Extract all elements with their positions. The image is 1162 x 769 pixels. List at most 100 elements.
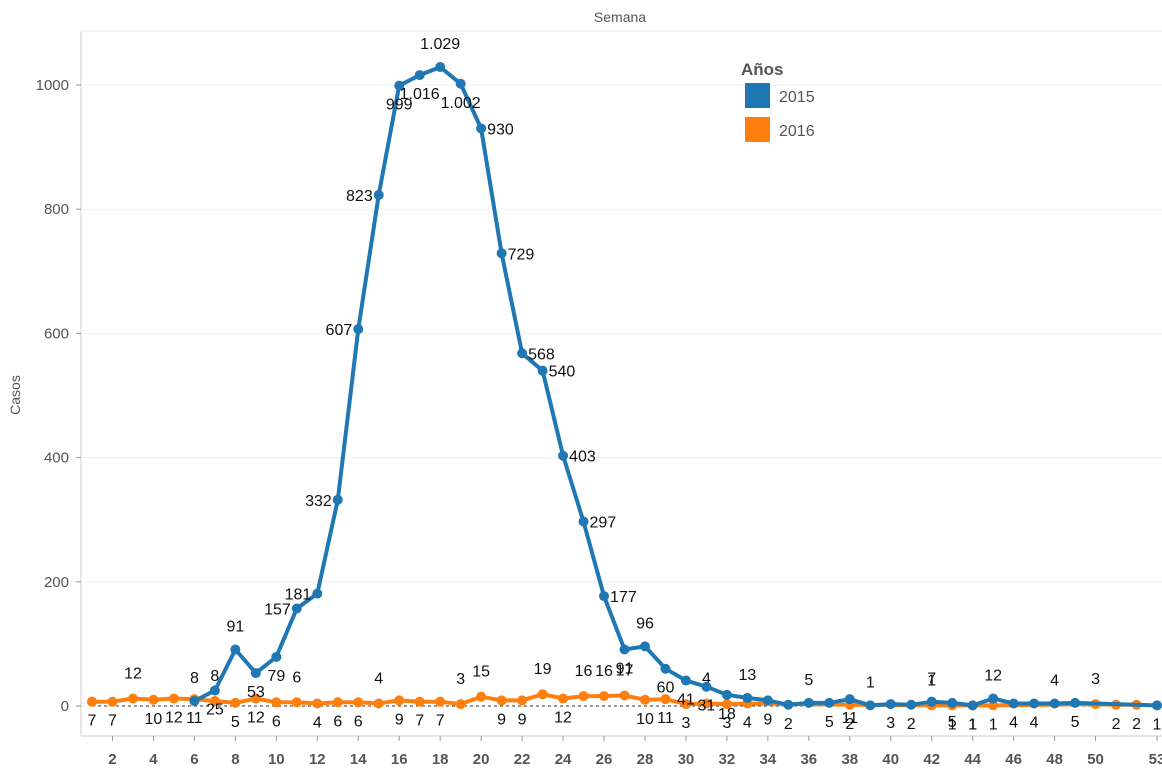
data-label-2016: 12: [247, 710, 265, 727]
data-point-2016: [680, 699, 691, 710]
data-point-2015: [291, 603, 302, 614]
data-label-2015: 1: [1153, 716, 1162, 733]
data-point-2015: [639, 641, 650, 652]
data-point-2016: [312, 698, 323, 709]
y-tick-label: 1000: [36, 77, 69, 94]
data-point-2016: [353, 697, 364, 708]
x-tick-label: 42: [923, 751, 940, 768]
data-point-2015: [599, 591, 610, 602]
data-label-2015: 18: [718, 706, 736, 723]
x-tick-label: 53: [1149, 751, 1162, 768]
data-label-2016: 4: [313, 715, 322, 732]
x-tick-label: 20: [473, 751, 490, 768]
x-tick-label: 18: [432, 751, 449, 768]
data-label-2015: 5: [1071, 714, 1080, 731]
x-tick-label: 32: [719, 751, 736, 768]
data-label-2016: 3: [1091, 671, 1100, 688]
data-point-2016: [476, 691, 487, 702]
data-label-2015: 13: [738, 667, 756, 684]
x-tick-label: 26: [596, 751, 613, 768]
data-label-2016: 6: [292, 669, 301, 686]
data-point-2015: [844, 694, 855, 705]
data-label-2015: 332: [305, 493, 332, 510]
data-point-2016: [558, 693, 569, 704]
x-tick-label: 30: [678, 751, 695, 768]
data-point-2015: [885, 699, 896, 710]
data-point-2015: [455, 78, 466, 89]
data-point-2015: [1008, 698, 1019, 709]
data-label-2016: 11: [657, 710, 674, 727]
data-label-2016: 7: [436, 713, 445, 730]
data-point-2015: [1152, 700, 1162, 711]
data-label-2016: 9: [395, 711, 404, 728]
data-label-2016: 3: [456, 671, 465, 688]
data-label-2015: 823: [346, 188, 373, 205]
data-point-2016: [209, 696, 220, 707]
data-point-2015: [1049, 698, 1060, 709]
data-label-2016: 3: [681, 715, 690, 732]
data-point-2016: [455, 699, 466, 710]
x-tick-label: 14: [350, 751, 367, 768]
x-tick-label: 44: [964, 751, 981, 768]
data-label-2016: 6: [272, 713, 281, 730]
data-point-2015: [496, 248, 507, 259]
data-label-2015: 31: [698, 698, 716, 715]
data-label-2015: 403: [569, 449, 596, 466]
data-point-2016: [394, 695, 405, 706]
data-label-2015: 5: [948, 714, 957, 731]
data-label-2015: 1: [866, 674, 875, 691]
data-label-2016: 11: [186, 710, 203, 727]
data-label-2015: 25: [206, 701, 224, 718]
data-point-2015: [394, 80, 405, 91]
x-tick-label: 24: [555, 751, 572, 768]
x-tick-label: 34: [760, 751, 777, 768]
data-point-2016: [619, 690, 630, 701]
data-label-2016: 17: [616, 662, 634, 679]
data-label-2016: 9: [497, 711, 506, 728]
data-label-2015: 96: [636, 615, 654, 632]
data-label-2015: 540: [549, 364, 576, 381]
data-label-2016: 2: [1132, 716, 1141, 733]
data-label-2015: 60: [657, 680, 675, 697]
data-point-2015: [701, 681, 712, 692]
data-point-2015: [250, 668, 261, 679]
data-label-2016: 3: [722, 715, 731, 732]
data-point-2015: [660, 663, 671, 674]
data-point-2015: [926, 696, 937, 707]
data-point-2015: [783, 699, 794, 710]
legend: Años 2015 2016: [741, 60, 815, 142]
data-label-2015: 297: [590, 515, 617, 532]
data-point-2015: [967, 700, 978, 711]
data-label-2016: 1: [927, 672, 936, 689]
data-label-2016: 2: [845, 716, 854, 733]
data-point-2015: [414, 70, 425, 81]
data-point-2016: [435, 696, 446, 707]
x-tick-label: 46: [1005, 751, 1022, 768]
data-label-2015: 568: [528, 346, 555, 363]
data-point-2015: [189, 696, 200, 707]
x-tick-label: 10: [268, 751, 285, 768]
data-point-2015: [824, 697, 835, 708]
data-point-2015: [619, 644, 630, 655]
data-point-2016: [639, 694, 650, 705]
x-tick-label: 22: [514, 751, 531, 768]
data-label-2015: 41: [677, 692, 695, 709]
data-point-2016: [168, 693, 179, 704]
data-label-2015: 5: [825, 714, 834, 731]
data-label-2016: 9: [518, 711, 527, 728]
y-axis-title: Casos: [7, 375, 23, 415]
legend-label-2016: 2016: [779, 123, 815, 140]
data-point-2015: [762, 695, 773, 706]
x-tick-label: 16: [391, 751, 408, 768]
data-label-2015: 1.016: [400, 86, 440, 103]
data-label-2015: 181: [285, 587, 312, 604]
y-tick-label: 800: [44, 201, 69, 218]
data-label-2016: 10: [145, 711, 163, 728]
x-tick-label: 38: [841, 751, 858, 768]
data-label-2016: 7: [108, 713, 117, 730]
data-label-2015: 5: [804, 672, 813, 689]
data-label-2015: 79: [267, 668, 285, 685]
data-label-2015: 7: [927, 671, 936, 688]
y-tick-label: 200: [44, 574, 69, 591]
